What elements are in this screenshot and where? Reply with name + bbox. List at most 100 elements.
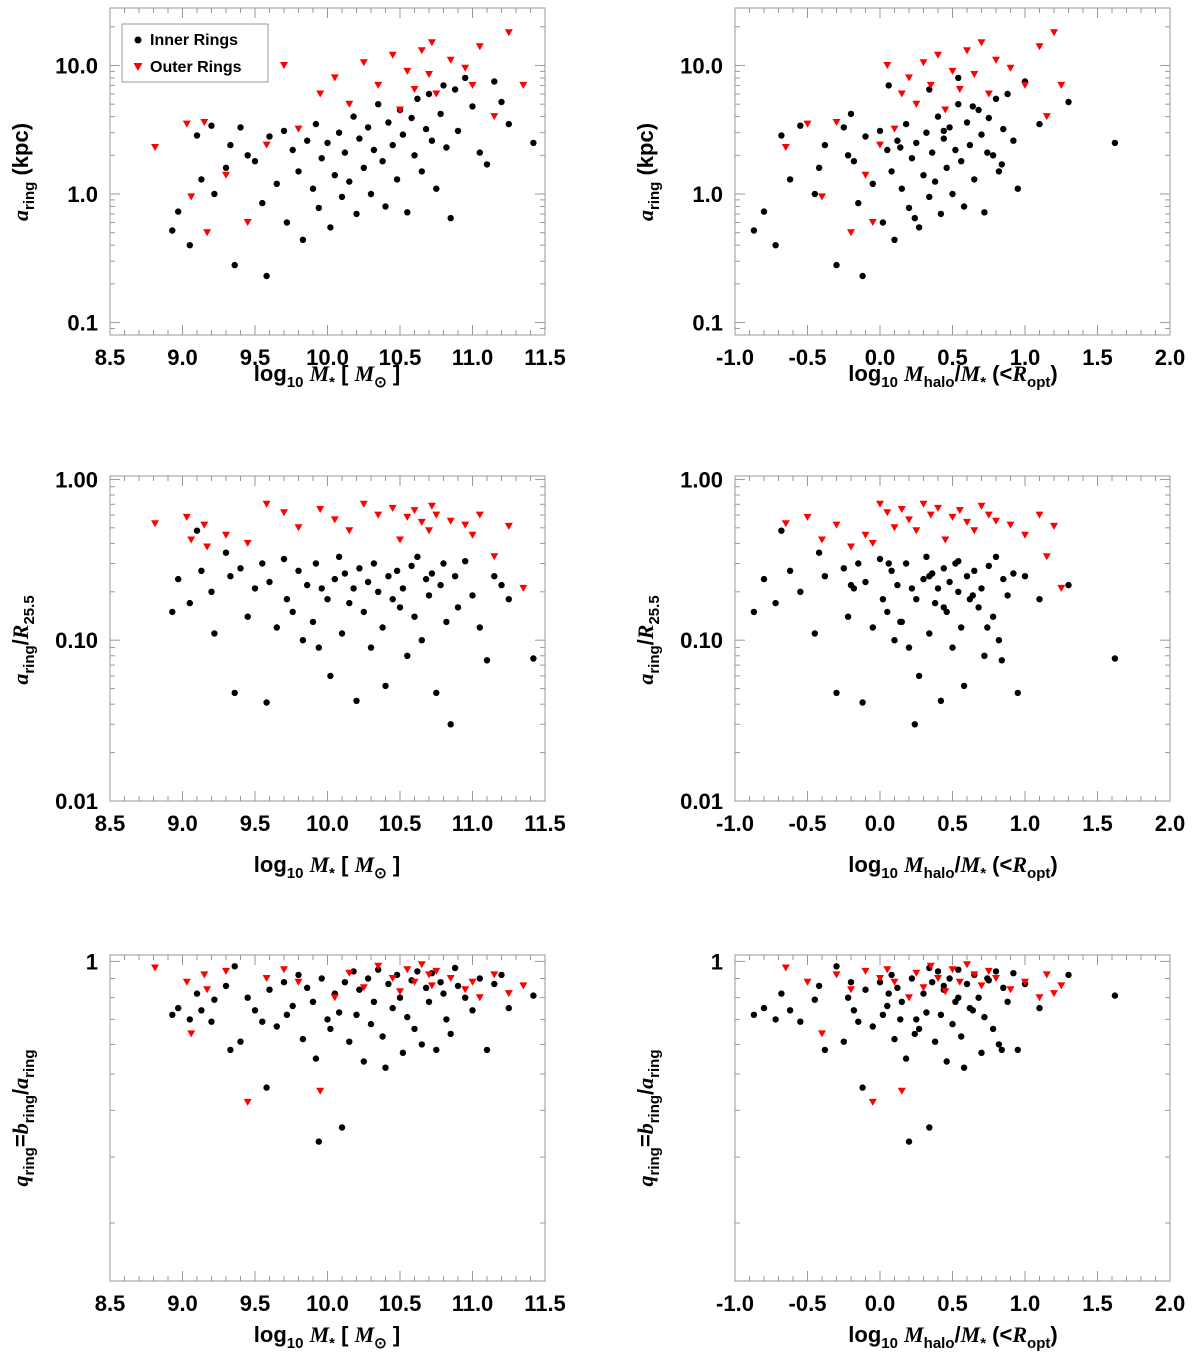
y-axis-label-sub: ring [21, 182, 38, 210]
inner-ring-point [211, 190, 218, 198]
outer-ring-point [1050, 29, 1058, 37]
inner-ring-point [869, 1023, 876, 1030]
inner-ring-point [428, 570, 436, 577]
inner-ring-point [926, 193, 933, 201]
outer-ring-point [388, 975, 397, 982]
inner-ring-point [404, 1013, 411, 1021]
inner-ring-point [227, 573, 234, 580]
inner-ring-point [318, 155, 325, 162]
inner-ring-point [1000, 125, 1007, 133]
x-axis-label-m: M [903, 852, 925, 877]
inner-ring-point [318, 585, 325, 592]
x-axis-label: log10 Mhalo/M* (<Ropt) [848, 361, 1057, 391]
inner-ring-point [498, 98, 505, 106]
inner-ring-point [940, 604, 947, 611]
y-axis-label: aring/R25.5 [8, 595, 38, 684]
outer-ring-point [832, 521, 841, 529]
outer-ring-point [200, 119, 209, 126]
outer-ring-point [345, 100, 354, 108]
inner-ring-point [476, 624, 483, 631]
y-axis-label-eq: = [633, 1134, 658, 1147]
inner-ring-point [937, 1011, 945, 1018]
x-tick-label: 8.5 [95, 345, 126, 370]
inner-ring-point [1036, 596, 1043, 603]
outer-ring-point [1021, 81, 1029, 89]
inner-ring-point [443, 1016, 450, 1023]
outer-ring-point [182, 513, 191, 521]
inner-ring-point [318, 975, 325, 982]
inner-ring-point [375, 588, 382, 595]
x-tick-label: 0.0 [865, 345, 896, 370]
outer-ring-point [803, 978, 812, 986]
inner-ring-point [958, 1033, 965, 1040]
outer-ring-point [905, 994, 913, 1002]
panel-frame [734, 475, 1171, 802]
x-tick-label: 9.5 [240, 345, 271, 370]
x-tick-label: 1.5 [1082, 345, 1113, 370]
x-axis-label-sub: 10 [881, 374, 898, 391]
inner-ring-point [960, 682, 968, 690]
outer-ring-point [151, 520, 159, 528]
inner-ring-point [981, 652, 988, 659]
x-tick-label: 8.5 [95, 1291, 126, 1316]
x-tick-label: 10.5 [379, 345, 422, 370]
inner-ring-point [324, 596, 331, 603]
y-axis-label-slash: / [8, 639, 33, 645]
inner-ring-point [370, 560, 378, 567]
inner-ring-point [975, 994, 982, 1001]
inner-ring-point [454, 127, 462, 135]
x-tick-label: 11.5 [524, 811, 566, 836]
outer-ring-point [781, 964, 790, 972]
inner-ring-point [208, 588, 215, 595]
outer-ring-point [294, 524, 303, 532]
outer-ring-point [403, 67, 412, 75]
inner-ring-point [280, 979, 288, 986]
x-tick-label: 9.0 [167, 345, 198, 370]
inner-ring-point [797, 588, 804, 595]
inner-ring-point [309, 998, 317, 1005]
inner-ring-point [222, 549, 230, 556]
inner-ring-point [978, 585, 985, 592]
outer-ring-point [410, 507, 419, 515]
outer-ring-point [883, 966, 892, 974]
inner-ring-point [379, 624, 386, 631]
inner-ring-point [1004, 592, 1011, 599]
outer-ring-point [919, 984, 928, 992]
outer-ring-point [1042, 113, 1051, 121]
outer-ring-point [883, 509, 892, 517]
inner-ring-point [985, 114, 992, 122]
panel-mstar-vs-q: 8.5 9.0 9.5 10.0 10.5 11.0 11.51 log10 M* [ M⊙… [8, 949, 566, 1352]
outer-ring-point [475, 994, 484, 1002]
outer-ring-point [403, 966, 412, 974]
inner-ring-point [422, 984, 430, 991]
inner-ring-point [891, 637, 898, 644]
inner-ring-point [978, 1049, 985, 1057]
outer-ring-point [316, 90, 325, 98]
inner-ring-point [411, 1025, 418, 1033]
outer-ring-point [243, 1098, 252, 1106]
inner-ring-point [992, 968, 1000, 975]
inner-ring-point [425, 90, 433, 98]
x-tick-label: 10.0 [306, 1291, 349, 1316]
inner-ring-point [309, 618, 317, 626]
outer-ring-point [1042, 971, 1051, 979]
inner-ring-point [437, 979, 444, 986]
outer-ring-point [984, 511, 993, 519]
inner-ring-point [995, 168, 1003, 175]
outer-ring-point [926, 511, 935, 519]
outer-ring-point [519, 982, 528, 990]
inner-ring-point [1000, 575, 1007, 583]
outer-ring-point [468, 81, 477, 89]
inner-ring-point [425, 998, 433, 1005]
inner-ring-point [251, 585, 259, 592]
y-axis-label-a: a [8, 674, 33, 685]
inner-ring-point [259, 1018, 266, 1025]
inner-ring-point [411, 613, 418, 620]
outer-ring-point [977, 502, 986, 510]
inner-ring-point [299, 1035, 307, 1043]
inner-ring-point [451, 964, 459, 972]
outer-ring-point [992, 975, 1000, 982]
inner-ring-point [327, 672, 334, 680]
outer-ring-point [912, 969, 921, 977]
inner-ring-point [341, 570, 349, 577]
